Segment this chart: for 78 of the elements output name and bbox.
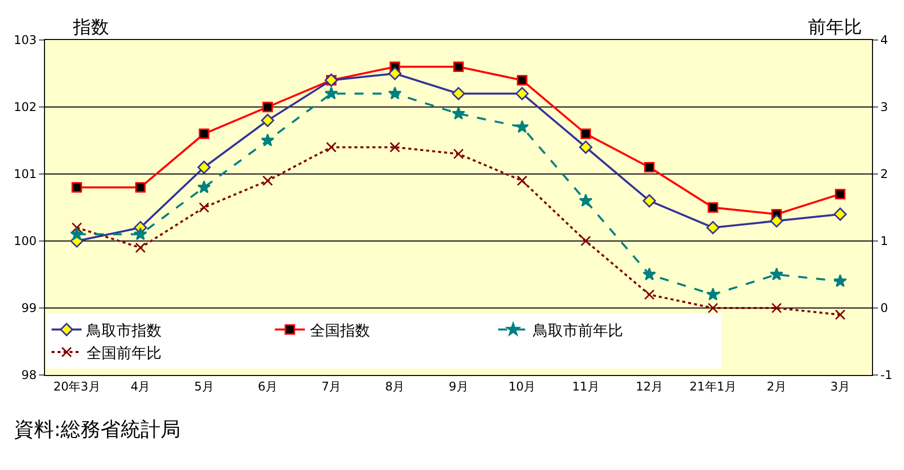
point <box>72 182 82 193</box>
x-tick-label: 5月 <box>194 379 214 394</box>
y2-tick-label: 1 <box>880 234 888 248</box>
point <box>260 133 274 146</box>
x-tick-label: 8月 <box>385 379 405 394</box>
point <box>262 102 273 112</box>
point <box>326 142 337 152</box>
x-tick-label: 9月 <box>448 379 468 394</box>
point <box>324 86 338 100</box>
point <box>135 242 146 253</box>
legend-label: 鳥取市前年比 <box>532 321 624 340</box>
point <box>771 302 782 314</box>
point <box>644 289 655 300</box>
legend-label: 鳥取市指数 <box>86 321 162 340</box>
point <box>197 160 211 174</box>
point <box>834 188 846 200</box>
point <box>134 227 148 240</box>
y-tick-label: 98 <box>21 368 37 382</box>
point <box>198 202 210 213</box>
point <box>262 175 273 186</box>
point <box>708 202 718 213</box>
point <box>516 87 529 100</box>
y-tick-label: 103 <box>14 33 37 48</box>
y2-tick-label: 0 <box>880 301 888 316</box>
x-tick-label: 3月 <box>830 379 850 394</box>
point <box>390 142 400 152</box>
point <box>644 162 655 173</box>
point <box>135 182 146 193</box>
point <box>72 222 82 233</box>
point <box>642 194 656 208</box>
x-tick-label: 4月 <box>130 379 150 394</box>
x-tick-label: 12月 <box>636 379 663 394</box>
text: 資料:総務省統計局 <box>14 417 181 441</box>
x-tick-label: 7月 <box>321 379 342 394</box>
x-tick-label: 20年3月 <box>53 379 100 394</box>
y-tick-label: 100 <box>14 234 37 248</box>
x-tick-label: 21年1月 <box>690 379 736 394</box>
point <box>261 114 274 127</box>
point <box>197 180 211 194</box>
point <box>452 106 466 120</box>
point <box>834 309 846 320</box>
point <box>452 87 466 100</box>
point <box>453 62 464 72</box>
point <box>834 208 847 221</box>
point <box>706 221 720 234</box>
legend-label: 全国前年比 <box>86 344 162 362</box>
point <box>198 128 210 140</box>
x-tick-label: 11月 <box>572 379 600 394</box>
point <box>833 274 847 288</box>
y2-tick-label: -1 <box>880 368 892 382</box>
point <box>516 74 528 86</box>
point <box>70 227 84 240</box>
point <box>642 267 656 280</box>
y-axis-title: 指数 <box>72 17 109 38</box>
y2-tick-label: 2 <box>880 167 888 182</box>
point <box>708 302 718 314</box>
point <box>388 86 402 100</box>
y-tick-label: 102 <box>14 100 37 114</box>
point <box>578 194 592 207</box>
y-tick-label: 101 <box>14 167 37 182</box>
x-tick-label: 6月 <box>258 379 278 394</box>
point <box>770 267 784 280</box>
y-tick-label: 99 <box>21 301 37 316</box>
point <box>515 120 529 133</box>
point <box>580 236 591 246</box>
point <box>516 175 528 186</box>
x-tick-label: 10月 <box>508 379 536 394</box>
legend-label: 全国指数 <box>310 321 370 340</box>
point <box>453 148 464 160</box>
point <box>579 140 592 154</box>
y2-tick-label: 4 <box>880 33 888 48</box>
point <box>770 214 784 228</box>
y2-axis-title: 前年比 <box>808 17 862 38</box>
x-tick-label: 2月 <box>766 379 786 394</box>
point <box>580 128 591 140</box>
point <box>388 66 402 80</box>
y2-tick-label: 3 <box>880 100 888 114</box>
point <box>706 288 720 300</box>
